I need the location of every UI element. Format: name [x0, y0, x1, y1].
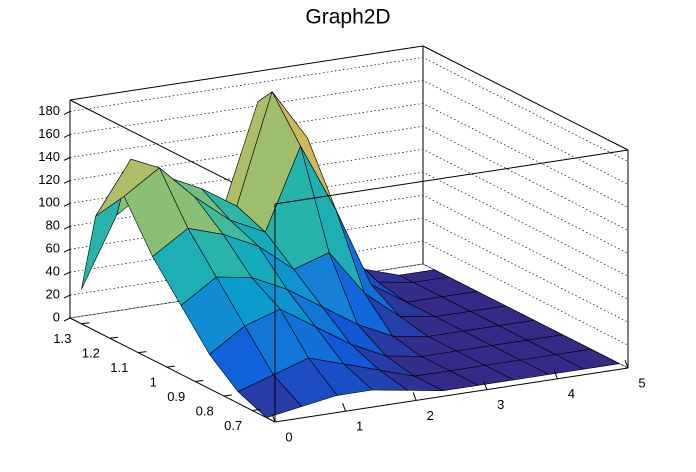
- z-tick-label: 80: [46, 218, 60, 233]
- z-tick-label: 60: [46, 241, 60, 256]
- y-tick: [166, 365, 175, 368]
- z-tick-label: 160: [38, 126, 60, 141]
- grid-line: [69, 125, 629, 231]
- y-tick-label: 0.8: [196, 403, 214, 418]
- z-tick-label: 0: [53, 309, 60, 324]
- grid-line: [69, 80, 629, 185]
- y-tick: [138, 351, 147, 354]
- z-tick-label: 100: [38, 195, 60, 210]
- x-tick-label: 1: [356, 419, 363, 434]
- box-edge: [69, 45, 424, 101]
- x-axis-line: [274, 367, 629, 423]
- grid-line: [69, 57, 629, 162]
- z-tick: [63, 133, 71, 138]
- x-tick-label: 0: [285, 429, 292, 444]
- z-tick: [63, 111, 71, 115]
- y-tick: [252, 408, 261, 411]
- y-tick: [109, 336, 118, 339]
- y-tick-label: 1.2: [82, 346, 100, 361]
- x-tick: [271, 413, 276, 423]
- x-tick-label: 3: [497, 397, 504, 412]
- grid-line: [69, 103, 629, 208]
- z-tick: [63, 294, 71, 299]
- z-tick-label: 120: [38, 172, 60, 187]
- y-tick-label: 0.9: [167, 389, 185, 404]
- z-tick: [63, 317, 71, 322]
- x-tick-label: 5: [638, 375, 645, 390]
- grid-line: [69, 263, 629, 369]
- z-tick: [63, 156, 71, 161]
- grid-line: [69, 194, 629, 300]
- z-tick-label: 140: [38, 149, 60, 164]
- y-tick: [195, 380, 204, 383]
- chart-title: Graph2D: [305, 6, 390, 29]
- z-tick: [63, 202, 71, 207]
- surface-cell: [237, 374, 303, 419]
- x-tick: [342, 403, 347, 412]
- grid-line: [69, 217, 629, 323]
- grid-line: [69, 171, 629, 277]
- y-tick-label: 1.1: [110, 360, 128, 375]
- y-tick: [81, 322, 90, 325]
- x-tick-label: 2: [427, 408, 434, 423]
- box-edge: [422, 45, 629, 151]
- y-axis-line: [69, 317, 276, 423]
- x-tick: [624, 359, 629, 369]
- grid-line: [69, 240, 629, 346]
- z-tick: [63, 248, 71, 253]
- y-tick: [223, 394, 232, 397]
- y-tick-label: 0.7: [224, 418, 242, 433]
- y-tick-label: 1.3: [53, 331, 71, 346]
- x-tick: [412, 392, 417, 401]
- z-tick-label: 20: [46, 286, 60, 301]
- z-tick-label: 180: [38, 103, 60, 118]
- box-edge: [274, 149, 629, 205]
- x-tick: [483, 381, 488, 390]
- z-tick: [63, 179, 71, 184]
- grid-line: [69, 148, 629, 254]
- x-tick-label: 4: [568, 386, 575, 401]
- z-tick-label: 40: [46, 264, 60, 279]
- z-tick: [63, 225, 71, 230]
- x-tick: [553, 370, 558, 379]
- y-tick-label: 1: [150, 375, 157, 390]
- z-tick: [63, 271, 71, 276]
